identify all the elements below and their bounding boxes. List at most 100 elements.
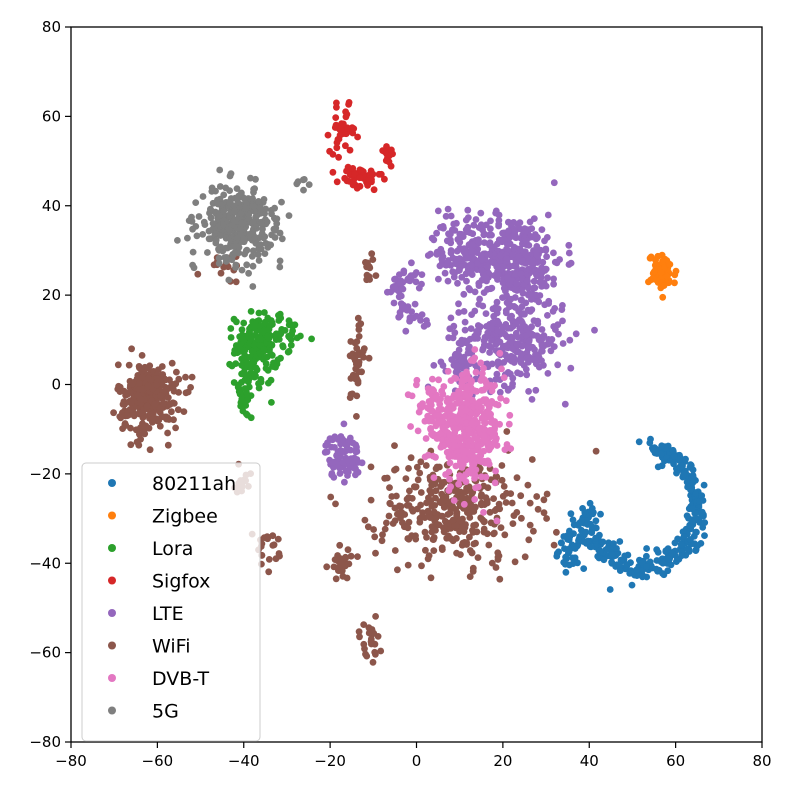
scatter-point: [657, 450, 665, 458]
scatter-point: [451, 374, 458, 382]
scatter-point: [339, 448, 347, 455]
scatter-point: [371, 533, 379, 541]
scatter-point: [258, 230, 266, 237]
scatter-point: [494, 358, 502, 366]
scatter-point: [460, 290, 468, 298]
scatter-point: [424, 451, 432, 459]
scatter-point: [465, 426, 473, 433]
scatter-point: [469, 564, 477, 572]
scatter-point: [480, 509, 487, 516]
scatter-point: [230, 208, 238, 216]
scatter-point: [413, 376, 421, 384]
scatter-point: [361, 645, 368, 653]
scatter-point: [468, 261, 475, 269]
scatter-point: [509, 251, 516, 259]
scatter-point: [653, 546, 661, 554]
scatter-point: [436, 400, 444, 408]
scatter-point: [582, 528, 590, 536]
scatter-point: [340, 120, 347, 128]
scatter-point: [560, 533, 568, 540]
scatter-point: [414, 427, 422, 435]
scatter-point: [383, 519, 390, 527]
scatter-point: [268, 399, 275, 406]
scatter-point: [470, 221, 478, 229]
scatter-point: [495, 552, 503, 560]
scatter-point: [366, 171, 374, 179]
scatter-point: [366, 177, 373, 184]
scatter-point: [544, 274, 551, 282]
scatter-point: [275, 312, 282, 319]
scatter-point: [135, 363, 143, 370]
scatter-point: [466, 533, 473, 541]
scatter-point: [267, 350, 275, 358]
scatter-point: [347, 338, 355, 345]
scatter-point: [375, 170, 383, 178]
scatter-point: [517, 356, 525, 364]
scatter-point: [499, 492, 507, 500]
scatter-point: [227, 325, 235, 332]
scatter-point: [394, 566, 401, 574]
scatter-point: [649, 275, 657, 283]
scatter-point: [248, 347, 256, 355]
scatter-point: [255, 309, 263, 317]
scatter-point: [438, 490, 446, 498]
scatter-point: [356, 174, 364, 182]
legend-label: DVB-T: [152, 668, 209, 690]
scatter-point: [513, 340, 521, 348]
scatter-point: [562, 568, 570, 576]
scatter-point: [476, 295, 483, 303]
scatter-point: [139, 374, 146, 381]
scatter-point: [514, 369, 521, 377]
scatter-point: [529, 258, 536, 266]
scatter-point: [440, 528, 448, 536]
scatter-point: [391, 442, 398, 449]
scatter-point: [523, 237, 530, 244]
scatter-point: [504, 324, 512, 332]
scatter-point: [509, 380, 516, 388]
scatter-point: [468, 311, 475, 318]
scatter-point: [528, 396, 536, 403]
scatter-point: [491, 479, 499, 487]
scatter-point: [324, 131, 332, 139]
scatter-point: [471, 288, 479, 296]
scatter-point: [458, 475, 466, 482]
scatter-point: [233, 185, 241, 193]
scatter-point: [354, 553, 361, 560]
scatter-point: [543, 490, 551, 498]
scatter-point: [565, 249, 573, 257]
scatter-point: [428, 481, 436, 489]
scatter-point: [355, 628, 363, 635]
scatter-point: [240, 236, 248, 244]
scatter-point: [397, 514, 404, 522]
scatter-point: [379, 531, 386, 539]
scatter-point: [481, 239, 488, 247]
scatter-point: [522, 366, 530, 373]
scatter-point: [425, 417, 433, 425]
scatter-point: [342, 554, 349, 562]
scatter-point: [396, 309, 404, 316]
scatter-point: [543, 234, 551, 241]
scatter-point: [408, 495, 416, 502]
scatter-point: [498, 476, 506, 484]
scatter-point: [650, 268, 658, 276]
scatter-point: [460, 500, 468, 508]
scatter-point: [658, 442, 666, 450]
scatter-point: [490, 495, 497, 502]
y-tick-label: 80: [42, 18, 61, 36]
scatter-point: [501, 531, 509, 539]
scatter-point: [692, 547, 700, 554]
scatter-point: [565, 547, 573, 555]
scatter-point: [345, 99, 353, 106]
scatter-point: [346, 352, 354, 360]
scatter-point: [351, 170, 359, 178]
scatter-point: [521, 229, 529, 236]
scatter-point: [184, 234, 191, 242]
scatter-point: [464, 223, 472, 231]
scatter-point: [570, 542, 578, 550]
scatter-point: [232, 360, 240, 367]
scatter-point: [506, 314, 514, 322]
scatter-point: [682, 455, 689, 463]
scatter-point: [469, 396, 476, 404]
scatter-point: [336, 541, 344, 549]
scatter-point: [423, 533, 430, 541]
